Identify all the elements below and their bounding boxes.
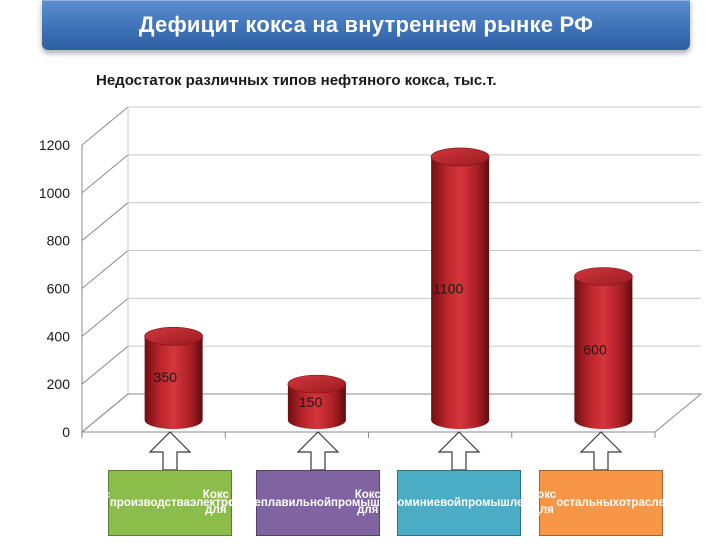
chart-title: Недостаток различных типов нефтяного кок…: [96, 72, 497, 89]
data-label: 150: [299, 394, 323, 410]
bar: [144, 326, 203, 429]
bar-top: [287, 374, 347, 394]
page-title: Дефицит кокса на внутреннем рынке РФ: [138, 12, 594, 37]
bar-top: [574, 267, 633, 286]
arrow-up-icon: [148, 431, 192, 471]
bar: [430, 147, 490, 429]
y-tick-label: 1000: [39, 185, 70, 201]
bar-top: [144, 326, 203, 346]
category-label-line: электродов: [189, 496, 257, 509]
gridline-diagonal: [81, 202, 129, 242]
chart-floor: [80, 393, 703, 433]
bar-body: [144, 336, 203, 429]
category-label: Кокс для сталеплавильной промышленности: [203, 470, 433, 536]
category-label-line: промышленности: [461, 496, 564, 509]
category-label: Кокс для производства электродов: [84, 470, 256, 536]
data-label: 350: [154, 369, 178, 385]
data-label: 600: [583, 341, 607, 357]
y-tick-label: 400: [47, 328, 71, 344]
y-tick-label: 200: [47, 376, 71, 392]
arrow-up-icon: [579, 431, 623, 471]
category-label-line: Кокс для: [530, 489, 557, 516]
category-label-line: Кокс для: [83, 489, 110, 516]
category-label-line: Кокс для: [202, 489, 229, 516]
category-label-line: отраслей: [619, 496, 672, 509]
bar-body: [287, 384, 346, 429]
y-tick-label: 800: [47, 233, 71, 249]
bar-top: [430, 147, 490, 167]
bar-body: [431, 156, 490, 429]
category-label-line: производства: [109, 496, 190, 509]
y-tick-label: 0: [62, 424, 70, 440]
bar: [287, 374, 347, 429]
gridline-diagonal: [81, 345, 129, 385]
category-label-line: алюминиевой: [380, 496, 462, 509]
y-tick-label: 600: [47, 281, 71, 297]
gridline-diagonal: [81, 154, 129, 194]
arrow-up-icon: [437, 431, 481, 471]
category-label-line: сталеплавильной: [228, 496, 332, 509]
bar-body: [574, 276, 633, 429]
data-label: 1100: [433, 281, 463, 297]
bar: [574, 267, 633, 429]
gridline-diagonal: [81, 106, 129, 146]
y-tick-label: 1200: [39, 137, 70, 153]
category-label-line: Кокс для: [354, 489, 381, 516]
category-label: Кокс для остальных отраслей: [530, 470, 672, 536]
category-label: Кокс для алюминиевой промышленности: [355, 470, 563, 536]
gridline-diagonal: [81, 297, 129, 337]
gridline-diagonal: [81, 250, 129, 289]
category-label-line: остальных: [556, 496, 620, 509]
arrow-up-icon: [296, 431, 340, 471]
title-banner: Дефицит кокса на внутреннем рынке РФ: [42, 0, 690, 50]
